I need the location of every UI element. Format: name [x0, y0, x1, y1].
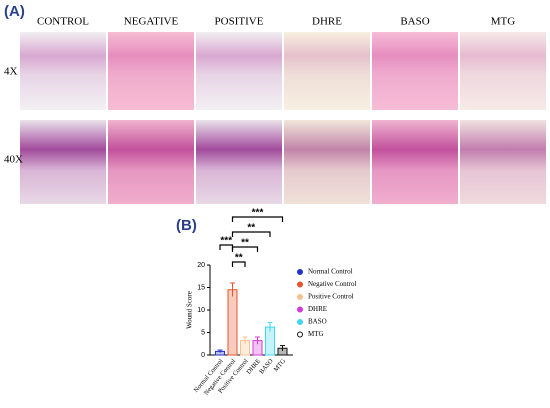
- micrograph-tint: [460, 32, 546, 110]
- micrograph-tint: [108, 32, 194, 110]
- row-label: 40X: [4, 154, 23, 166]
- micrograph-tint: [372, 120, 458, 204]
- column-label: NEGATIVE: [124, 16, 179, 28]
- x-tick-label: MTG: [273, 358, 288, 374]
- y-axis-label: Wound Score: [186, 291, 194, 329]
- significance-label: **: [241, 238, 249, 249]
- y-tick-label: 10: [197, 307, 205, 314]
- legend-marker: [297, 269, 303, 275]
- significance-bracket: [231, 216, 284, 222]
- micrograph: [284, 120, 370, 204]
- significance-label: ***: [252, 208, 264, 219]
- row-label: 4X: [4, 66, 18, 78]
- column-label: BASO: [400, 16, 429, 28]
- bar: [227, 289, 238, 356]
- significance-bracket: [231, 246, 259, 252]
- legend-marker: [297, 281, 303, 288]
- y-tick-label: 0: [201, 352, 205, 359]
- micrograph-tint: [284, 32, 370, 110]
- micrograph: [460, 32, 546, 110]
- column-label: CONTROL: [37, 16, 89, 28]
- legend-label: Normal Control: [308, 268, 353, 276]
- legend-marker: [297, 306, 303, 313]
- legend-marker: [297, 331, 303, 338]
- legend-marker: [297, 294, 303, 300]
- legend-label: Positive Control: [308, 293, 354, 301]
- legend-label: BASO: [308, 318, 327, 326]
- micrograph-tint: [372, 32, 458, 110]
- significance-label: **: [247, 223, 255, 234]
- micrograph-tint: [460, 120, 546, 204]
- legend-label: Negative Control: [308, 280, 356, 288]
- micrograph: [20, 120, 106, 204]
- micrograph: [284, 32, 370, 110]
- micrograph-tint: [108, 120, 194, 204]
- micrograph-grid: CONTROL NEGATIVE POSITIVE DHRE BASO MTG 4X 40X: [4, 16, 546, 204]
- significance-bracket: [231, 261, 246, 267]
- micrograph: [460, 120, 546, 204]
- significance-bracket: [231, 231, 271, 237]
- column-label: DHRE: [312, 16, 342, 28]
- significance-label: ***: [220, 236, 232, 247]
- micrograph: [372, 120, 458, 204]
- micrograph: [372, 32, 458, 110]
- significance-label: **: [235, 253, 243, 264]
- legend-marker: [297, 319, 303, 325]
- legend-label: DHRE: [308, 305, 327, 313]
- micrograph: [108, 32, 194, 110]
- legend-label: MTG: [308, 330, 324, 338]
- x-tick-label: BASO: [258, 358, 275, 376]
- column-label: MTG: [491, 16, 516, 28]
- panel-label: (B): [176, 217, 197, 234]
- y-tick-label: 15: [197, 284, 205, 291]
- micrograph: [196, 120, 282, 204]
- panel-label: (A): [4, 3, 25, 20]
- y-tick-label: 20: [197, 262, 205, 269]
- micrograph: [108, 120, 194, 204]
- micrograph-tint: [284, 120, 370, 204]
- micrograph: [20, 32, 106, 110]
- y-tick-label: 5: [201, 329, 205, 336]
- column-label: POSITIVE: [215, 16, 264, 28]
- micrograph: [196, 32, 282, 110]
